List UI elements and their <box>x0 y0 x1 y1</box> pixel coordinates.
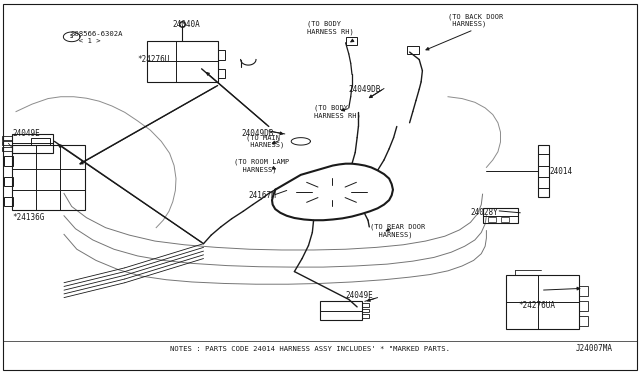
Bar <box>579 301 588 311</box>
Bar <box>2 141 12 145</box>
Bar <box>579 286 588 296</box>
Bar <box>4 177 13 186</box>
Text: *24136G: *24136G <box>13 213 45 222</box>
Bar <box>12 145 85 210</box>
Text: 24049E: 24049E <box>346 291 373 300</box>
Bar <box>362 309 369 312</box>
Bar <box>147 41 218 82</box>
Text: (TO BODY
HARNESS RH): (TO BODY HARNESS RH) <box>307 21 354 35</box>
Bar <box>346 37 357 45</box>
Bar <box>320 301 362 320</box>
Text: 24167M: 24167M <box>248 191 276 200</box>
Text: (TO BODY
HARNESS RH): (TO BODY HARNESS RH) <box>314 105 360 119</box>
Bar <box>579 316 588 326</box>
Bar <box>538 145 549 197</box>
Bar <box>4 197 13 206</box>
Text: S08566-6302A
  < 1 >: S08566-6302A < 1 > <box>70 31 123 44</box>
Bar <box>506 275 579 329</box>
Bar <box>407 46 419 54</box>
Text: J24007MA: J24007MA <box>576 344 613 353</box>
Text: (TO BACK DOOR
 HARNESS): (TO BACK DOOR HARNESS) <box>448 13 503 28</box>
Bar <box>362 303 369 307</box>
Bar <box>362 314 369 318</box>
Bar <box>218 50 225 60</box>
Text: (TO MAIN
 HARNESS): (TO MAIN HARNESS) <box>246 134 285 148</box>
Text: 24028Y: 24028Y <box>470 208 498 217</box>
Text: *24276U: *24276U <box>138 55 170 64</box>
Text: *24276UA: *24276UA <box>518 301 556 310</box>
Bar <box>218 69 225 78</box>
Bar <box>483 208 518 223</box>
Bar <box>2 147 12 151</box>
Text: 24014: 24014 <box>549 167 572 176</box>
Bar <box>501 217 509 222</box>
Text: NOTES : PARTS CODE 24014 HARNESS ASSY INCLUDES' * "MARKED PARTS.: NOTES : PARTS CODE 24014 HARNESS ASSY IN… <box>170 346 450 352</box>
Bar <box>488 217 496 222</box>
Bar <box>12 134 53 153</box>
Text: 24049DB: 24049DB <box>242 129 275 138</box>
Text: 24049E: 24049E <box>13 129 40 138</box>
Text: 24049DB: 24049DB <box>349 85 381 94</box>
Text: (TO REAR DOOR
  HARNESS): (TO REAR DOOR HARNESS) <box>370 224 425 238</box>
Text: 24040A: 24040A <box>173 20 200 29</box>
Text: (TO ROOM LAMP
  HARNESS): (TO ROOM LAMP HARNESS) <box>234 158 289 173</box>
Bar <box>4 156 13 166</box>
Bar <box>2 136 12 140</box>
Text: S: S <box>70 34 74 39</box>
Bar <box>31 138 50 145</box>
